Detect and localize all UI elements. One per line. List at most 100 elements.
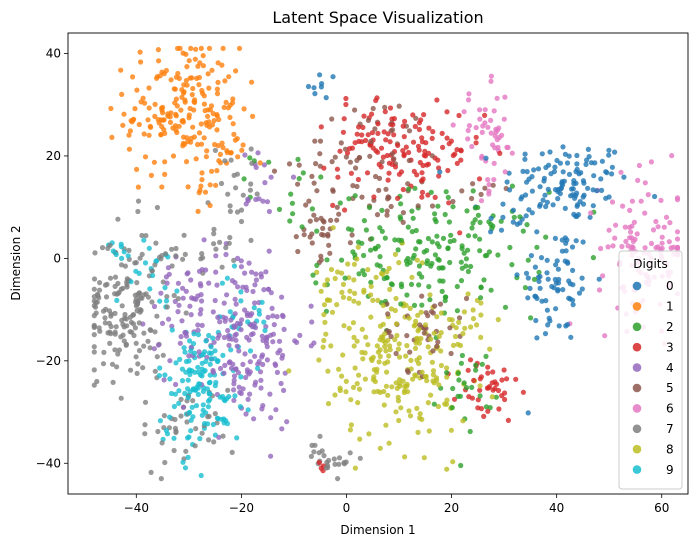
scatter-point-digit-6: [666, 239, 672, 245]
scatter-point-digit-7: [106, 308, 113, 314]
scatter-point-digit-8: [396, 354, 403, 360]
scatter-point-digit-8: [321, 302, 328, 308]
scatter-point-digit-2: [241, 176, 247, 182]
scatter-point-digit-8: [371, 389, 377, 395]
scatter-point-digit-0: [551, 169, 558, 175]
scatter-point-digit-7: [321, 453, 327, 459]
scatter-point-digit-2: [318, 174, 324, 180]
scatter-point-digit-8: [415, 429, 421, 435]
scatter-point-digit-9: [187, 338, 193, 344]
scatter-point-digit-8: [393, 380, 399, 386]
scatter-point-digit-0: [526, 207, 532, 213]
legend-marker: [632, 424, 642, 434]
scatter-point-digit-0: [498, 227, 505, 233]
scatter-point-digit-8: [322, 282, 328, 288]
scatter-point-digit-1: [134, 87, 140, 93]
scatter-point-digit-7: [96, 325, 102, 331]
scatter-point-digit-6: [635, 177, 641, 183]
scatter-point-digit-2: [377, 263, 383, 269]
scatter-point-digit-8: [409, 274, 415, 280]
scatter-point-digit-7: [154, 354, 160, 360]
scatter-point-digit-3: [385, 177, 391, 183]
scatter-point-digit-4: [263, 269, 269, 275]
scatter-point-digit-5: [469, 195, 475, 202]
scatter-point-digit-9: [193, 403, 200, 409]
scatter-point-digit-3: [412, 123, 418, 130]
scatter-point-digit-8: [446, 316, 453, 322]
scatter-point-digit-7: [171, 447, 177, 454]
scatter-point-digit-3: [342, 207, 348, 213]
scatter-point-digit-8: [340, 352, 346, 358]
scatter-point-digit-1: [183, 77, 189, 84]
legend-marker: [632, 465, 642, 474]
scatter-point-digit-3: [371, 194, 377, 200]
scatter-point-digit-5: [320, 225, 326, 231]
scatter-point-digit-7: [149, 268, 155, 274]
scatter-point-digit-5: [318, 257, 324, 263]
scatter-point-digit-2: [473, 362, 479, 368]
scatter-point-digit-2: [488, 287, 494, 293]
scatter-point-digit-1: [199, 177, 205, 183]
scatter-point-digit-4: [256, 359, 262, 365]
scatter-point-digit-0: [522, 151, 528, 157]
scatter-point-digit-6: [648, 159, 655, 165]
scatter-point-digit-8: [415, 312, 421, 318]
scatter-point-digit-8: [354, 338, 360, 344]
scatter-point-digit-4: [210, 369, 216, 375]
scatter-point-digit-0: [525, 295, 531, 301]
scatter-point-digit-3: [364, 170, 371, 176]
scatter-point-digit-4: [235, 255, 241, 261]
scatter-point-digit-1: [230, 100, 236, 106]
scatter-point-digit-5: [450, 198, 456, 205]
scatter-point-digit-8: [425, 400, 431, 406]
scatter-point-digit-4: [265, 314, 271, 320]
scatter-point-digit-7: [309, 442, 315, 448]
scatter-point-digit-8: [336, 366, 342, 372]
scatter-point-digit-8: [412, 345, 419, 351]
scatter-point-digit-3: [485, 370, 491, 376]
scatter-point-digit-8: [348, 422, 354, 428]
scatter-point-digit-9: [128, 279, 134, 285]
scatter-point-digit-7: [100, 308, 107, 314]
scatter-point-digit-9: [195, 364, 201, 370]
scatter-point-digit-1: [193, 46, 199, 52]
legend-marker: [632, 383, 642, 393]
scatter-point-digit-5: [437, 301, 444, 307]
scatter-point-digit-6: [634, 231, 640, 237]
scatter-point-digit-4: [179, 318, 185, 324]
scatter-point-digit-8: [383, 422, 389, 428]
scatter-point-digit-3: [419, 194, 425, 200]
scatter-point-digit-6: [491, 177, 497, 183]
scatter-point-digit-1: [175, 45, 181, 52]
scatter-point-digit-7: [181, 232, 187, 238]
scatter-point-digit-6: [490, 142, 496, 148]
scatter-point-digit-8: [393, 295, 399, 302]
scatter-point-digit-6: [478, 198, 485, 204]
scatter-point-digit-7: [231, 172, 237, 178]
scatter-point-digit-8: [426, 428, 432, 434]
scatter-point-digit-7: [143, 233, 149, 239]
scatter-point-digit-4: [203, 267, 209, 273]
scatter-point-digit-4: [260, 198, 266, 204]
scatter-point-digit-7: [112, 310, 118, 316]
scatter-point-digit-0: [570, 302, 576, 308]
scatter-point-digit-4: [239, 317, 245, 323]
scatter-point-digit-2: [416, 263, 422, 269]
scatter-point-digit-4: [226, 342, 232, 348]
scatter-point-digit-3: [458, 157, 464, 163]
scatter-point-digit-8: [356, 386, 363, 392]
scatter-point-digit-4: [274, 314, 280, 320]
y-tick-label: −20: [36, 354, 61, 368]
scatter-point-digit-1: [198, 183, 204, 189]
scatter-point-digit-7: [102, 320, 108, 326]
scatter-point-digit-1: [199, 170, 205, 176]
scatter-point-digit-0: [598, 176, 604, 182]
scatter-point-digit-4: [221, 334, 227, 341]
scatter-point-digit-2: [448, 232, 454, 238]
scatter-point-digit-6: [619, 243, 625, 250]
scatter-point-digit-0: [555, 280, 562, 286]
scatter-point-digit-7: [229, 449, 235, 455]
scatter-point-digit-7: [225, 387, 231, 393]
scatter-point-digit-5: [350, 183, 356, 189]
